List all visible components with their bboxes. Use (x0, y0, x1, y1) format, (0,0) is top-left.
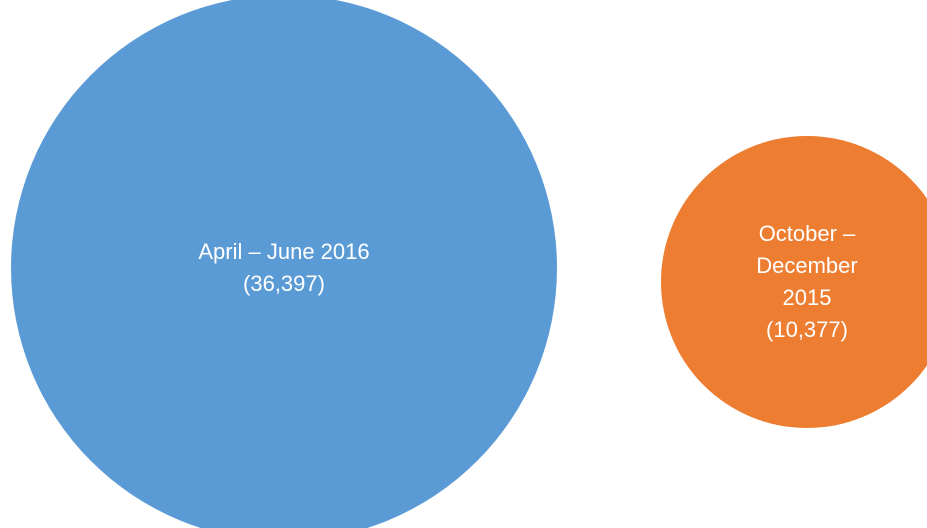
bubble (11, 0, 557, 528)
bubble-label: October – December 2015 (10,377) (742, 218, 872, 346)
value-label: (10,377) (766, 317, 848, 342)
category-label: October – December 2015 (756, 221, 858, 310)
value-label: (36,397) (243, 271, 325, 296)
category-label: April – June 2016 (198, 239, 370, 264)
bubble (661, 136, 927, 428)
bubble-label: April – June 2016 (36,397) (84, 236, 484, 300)
